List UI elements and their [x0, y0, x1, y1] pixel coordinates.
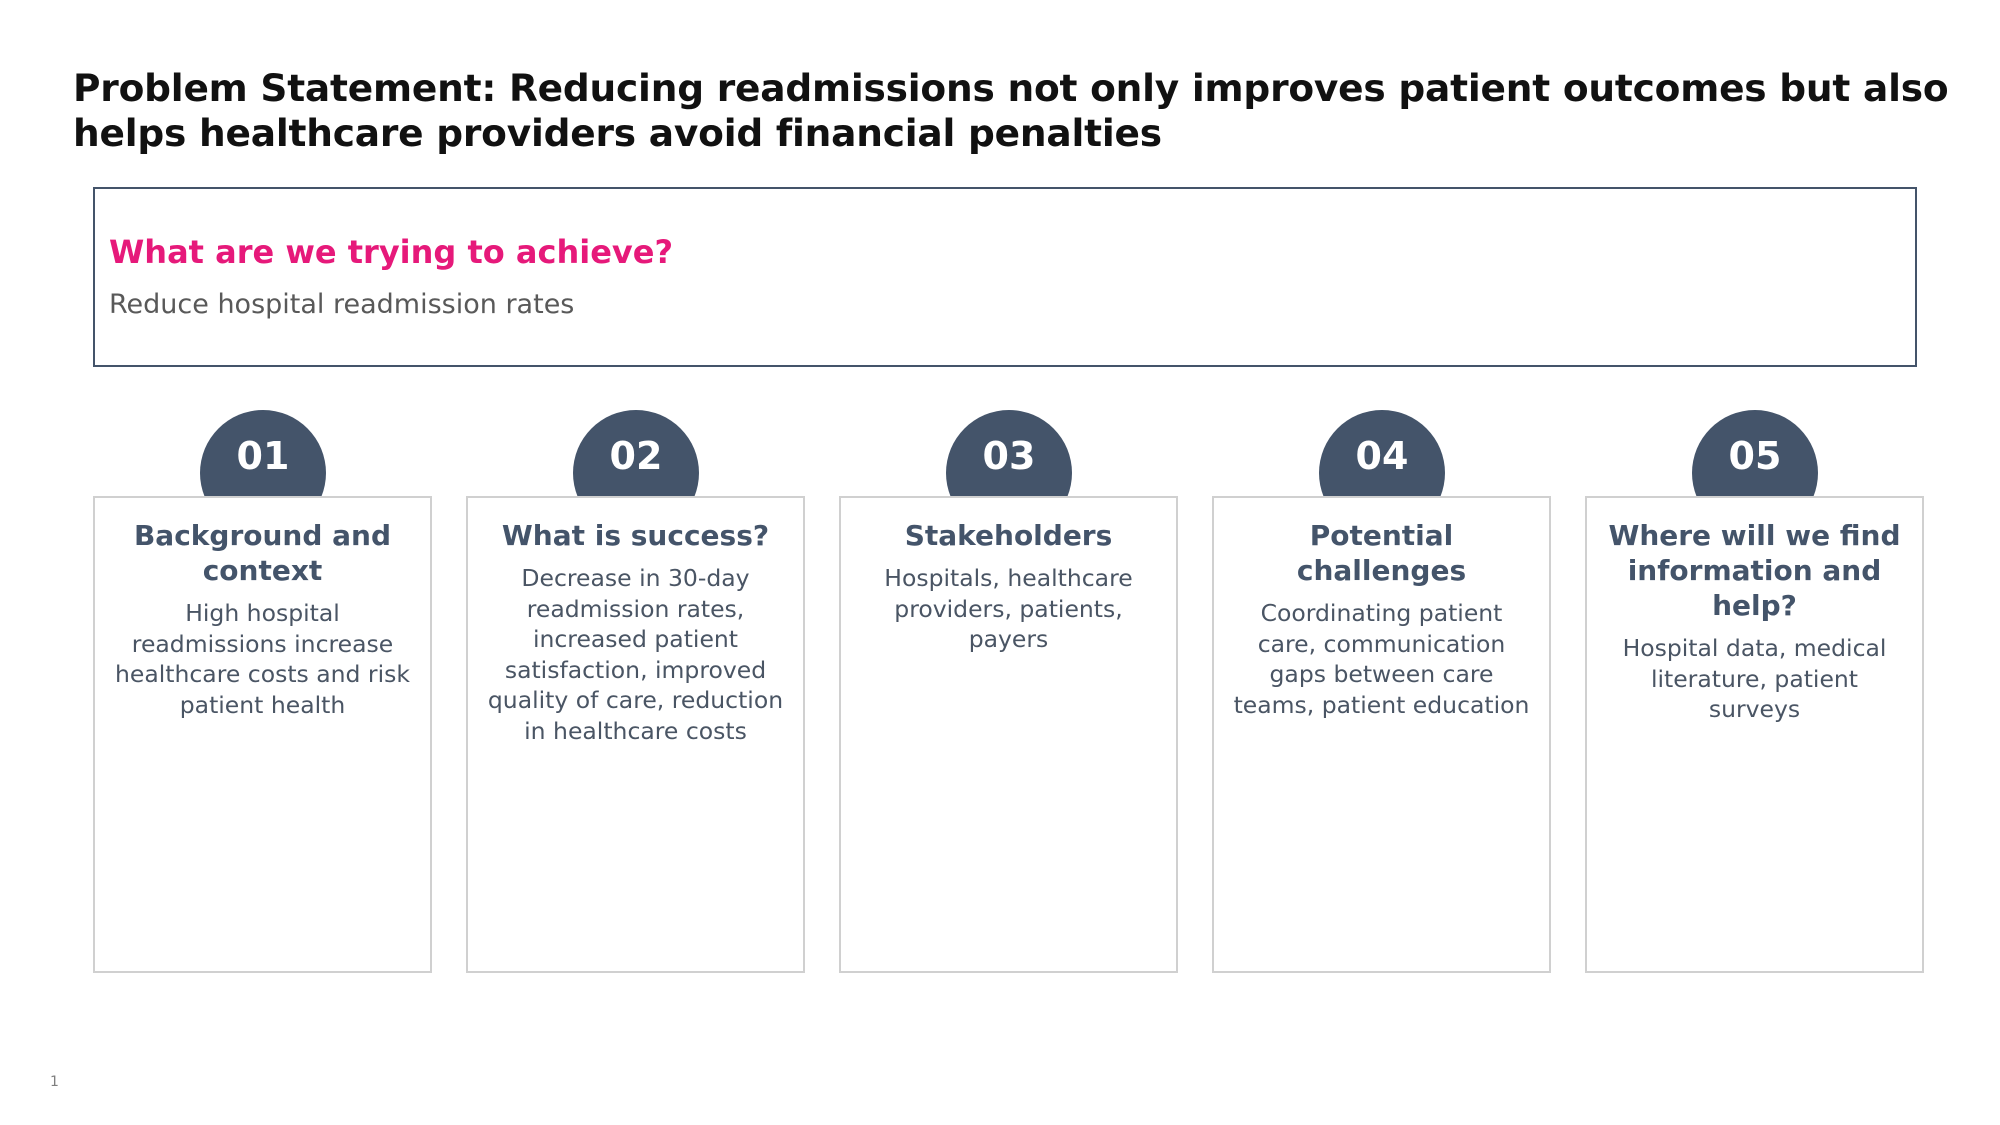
step-card: Where will we find information and help?… — [1585, 496, 1924, 973]
step-card: Potential challenges Coordinating patien… — [1212, 496, 1551, 973]
step-card: Stakeholders Hospitals, healthcare provi… — [839, 496, 1178, 973]
step-01: 01 Background and context High hospital … — [93, 410, 432, 975]
step-card: Background and context High hospital rea… — [93, 496, 432, 973]
step-05: 05 Where will we find information and he… — [1585, 410, 1924, 975]
step-number: 01 — [236, 434, 290, 478]
step-number: 03 — [982, 434, 1036, 478]
page-number: 1 — [50, 1074, 59, 1090]
step-04: 04 Potential challenges Coordinating pat… — [1212, 410, 1551, 975]
goal-box: What are we trying to achieve? Reduce ho… — [93, 187, 1917, 367]
page-title: Problem Statement: Reducing readmissions… — [73, 66, 1949, 155]
step-body: Hospitals, healthcare providers, patient… — [884, 564, 1133, 653]
step-body: Coordinating patient care, communication… — [1233, 599, 1530, 719]
step-title: Stakeholders — [904, 519, 1113, 552]
step-03: 03 Stakeholders Hospitals, healthcare pr… — [839, 410, 1178, 975]
step-title: Background and context — [133, 519, 392, 587]
step-title: Potential challenges — [1296, 519, 1467, 587]
step-body: Decrease in 30-day readmission rates, in… — [487, 564, 784, 745]
step-title: What is success? — [501, 519, 770, 552]
step-number: 02 — [609, 434, 663, 478]
step-number: 04 — [1355, 434, 1409, 478]
goal-question: What are we trying to achieve? — [109, 233, 674, 271]
step-number: 05 — [1728, 434, 1782, 478]
goal-answer: Reduce hospital readmission rates — [109, 289, 575, 320]
step-02: 02 What is success? Decrease in 30-day r… — [466, 410, 805, 975]
step-title: Where will we find information and help? — [1608, 519, 1901, 622]
step-body: High hospital readmissions increase heal… — [115, 599, 410, 719]
step-body: Hospital data, medical literature, patie… — [1622, 634, 1887, 723]
step-card: What is success? Decrease in 30-day read… — [466, 496, 805, 973]
